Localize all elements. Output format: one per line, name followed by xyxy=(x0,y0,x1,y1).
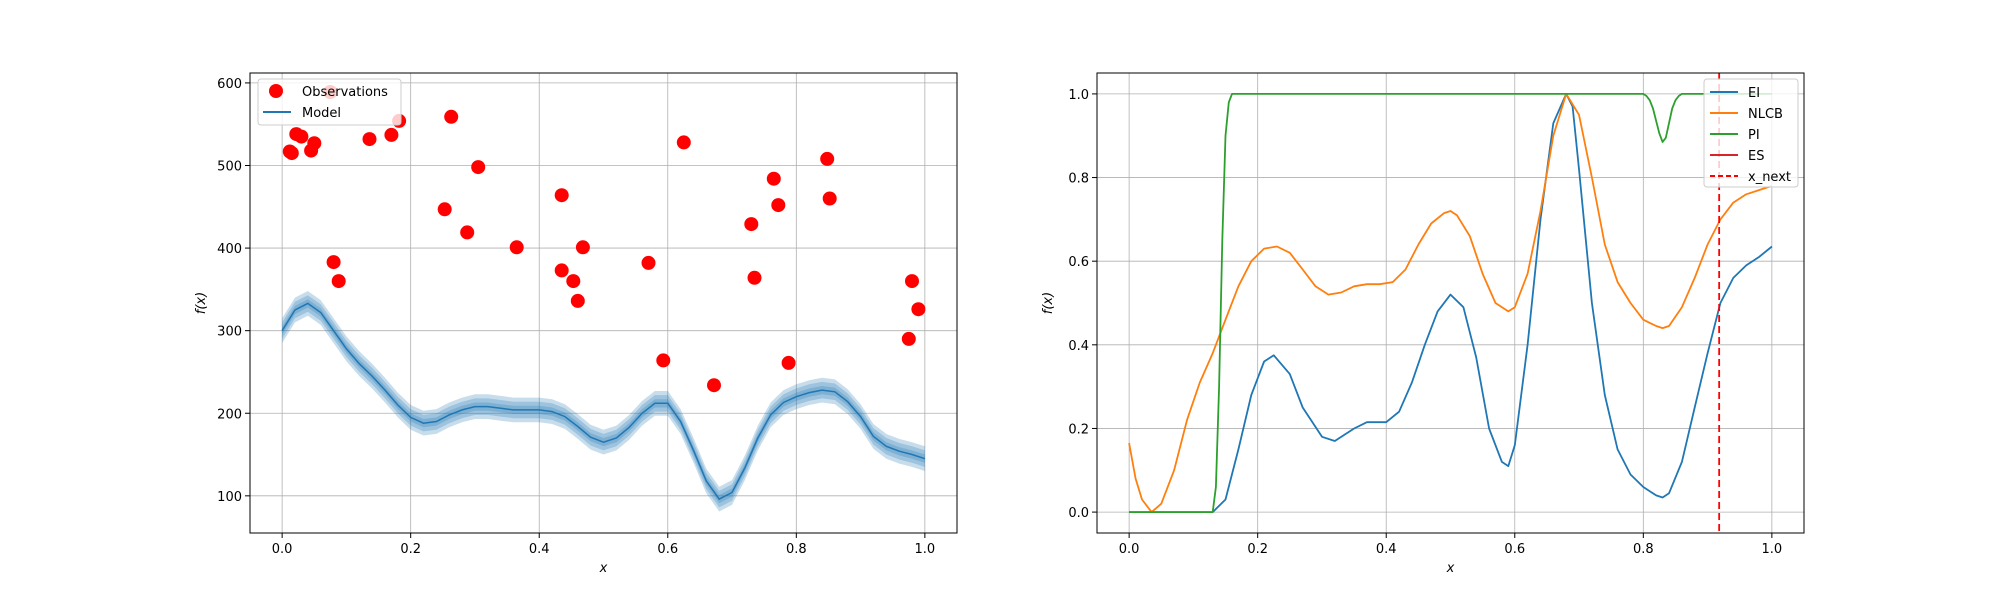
observation-point xyxy=(554,188,569,203)
observation-point xyxy=(566,274,581,289)
observation-point xyxy=(384,127,399,142)
legend: Observations Model xyxy=(257,78,402,126)
legend-label: x_next xyxy=(1748,170,1791,185)
observation-point xyxy=(820,151,835,166)
x-tick-label: 0.8 xyxy=(1633,542,1654,557)
x-tick-label: 0.0 xyxy=(1119,542,1140,557)
legend: EI NLCB PI ES x_next xyxy=(1703,78,1799,188)
observation-point xyxy=(676,135,691,150)
acquisition-functions-plot: 0.0 0.2 0.4 0.6 0.8 1.0 0.0 0.2 0.4 0.6 0.8 1.0 x f(x… xyxy=(1041,72,1805,576)
legend-label: Observations xyxy=(302,85,388,100)
observation-point xyxy=(471,160,486,175)
x-tick-label: 0.2 xyxy=(400,542,421,557)
observation-point xyxy=(901,331,916,346)
y-tick-label: 600 xyxy=(217,77,242,92)
plot-frame xyxy=(1096,72,1805,534)
observation-point xyxy=(656,353,671,368)
plot-frame xyxy=(249,72,958,534)
y-tick-label: 300 xyxy=(217,325,242,340)
series-line-pi xyxy=(1129,93,1772,513)
y-tick-label: 200 xyxy=(217,407,242,422)
y-tick-label: 0.6 xyxy=(1068,255,1089,270)
observation-point xyxy=(911,302,926,317)
observation-point xyxy=(747,270,762,285)
observation-point xyxy=(362,132,377,147)
observation-point xyxy=(437,202,452,217)
model-mean-line xyxy=(281,302,926,501)
x-tick-label: 0.0 xyxy=(272,542,293,557)
x-tick-label: 0.4 xyxy=(529,542,550,557)
observation-point xyxy=(822,191,837,206)
legend-label: PI xyxy=(1748,128,1760,143)
observation-point xyxy=(509,240,524,255)
observation-point xyxy=(331,274,346,289)
acquisition-model-plot: 0.0 0.2 0.4 0.6 0.8 1.0 100 200 300 400 500 600 x f(x… xyxy=(194,72,958,576)
plot-area xyxy=(1128,73,1773,533)
model-confidence-band xyxy=(282,291,925,512)
y-tick-label: 400 xyxy=(217,242,242,257)
y-axis-label: f(x) xyxy=(194,292,209,314)
legend-frame xyxy=(257,78,402,126)
observation-point xyxy=(641,255,656,270)
x-tick-label: 0.6 xyxy=(657,542,678,557)
x-tick-label: 0.2 xyxy=(1247,542,1268,557)
legend-label: NLCB xyxy=(1748,107,1783,122)
y-tick-label: 1.0 xyxy=(1068,88,1089,103)
observation-point xyxy=(766,171,781,186)
model-confidence-band xyxy=(282,295,925,508)
observation-point xyxy=(905,274,919,289)
x-tick-label: 1.0 xyxy=(915,542,936,557)
observation-point xyxy=(554,263,569,278)
legend-label: EI xyxy=(1748,86,1760,101)
observation-point xyxy=(707,378,721,393)
series-line-nlcb xyxy=(1128,93,1773,513)
y-tick-label: 500 xyxy=(217,159,242,174)
observation-point xyxy=(294,129,309,144)
x-tick-label: 0.4 xyxy=(1376,542,1397,557)
legend-marker-observations xyxy=(269,84,283,98)
legend-label: Model xyxy=(302,106,341,121)
y-tick-label: 0.8 xyxy=(1068,172,1089,187)
observation-point xyxy=(444,109,459,124)
x-tick-label: 0.8 xyxy=(786,542,807,557)
observation-point xyxy=(570,293,585,308)
x-axis-label: x xyxy=(599,561,608,576)
x-axis-label: x xyxy=(1446,561,1455,576)
y-tick-label: 0.4 xyxy=(1068,339,1089,354)
y-tick-label: 0.0 xyxy=(1068,506,1089,521)
legend-label: ES xyxy=(1748,149,1764,164)
observation-point xyxy=(781,355,796,370)
y-tick-label: 100 xyxy=(217,490,242,505)
legend-frame xyxy=(1703,78,1799,188)
observation-point xyxy=(326,255,341,270)
observation-point xyxy=(771,198,786,213)
y-tick-label: 0.2 xyxy=(1068,422,1089,437)
y-axis-label: f(x) xyxy=(1041,292,1056,314)
observation-point xyxy=(575,240,590,255)
x-tick-label: 0.6 xyxy=(1504,542,1525,557)
observation-point xyxy=(744,217,759,232)
observation-point xyxy=(307,136,322,151)
observation-point xyxy=(284,146,299,161)
observation-point xyxy=(460,225,475,240)
series-line-ei xyxy=(1129,93,1773,513)
x-tick-label: 1.0 xyxy=(1762,542,1783,557)
